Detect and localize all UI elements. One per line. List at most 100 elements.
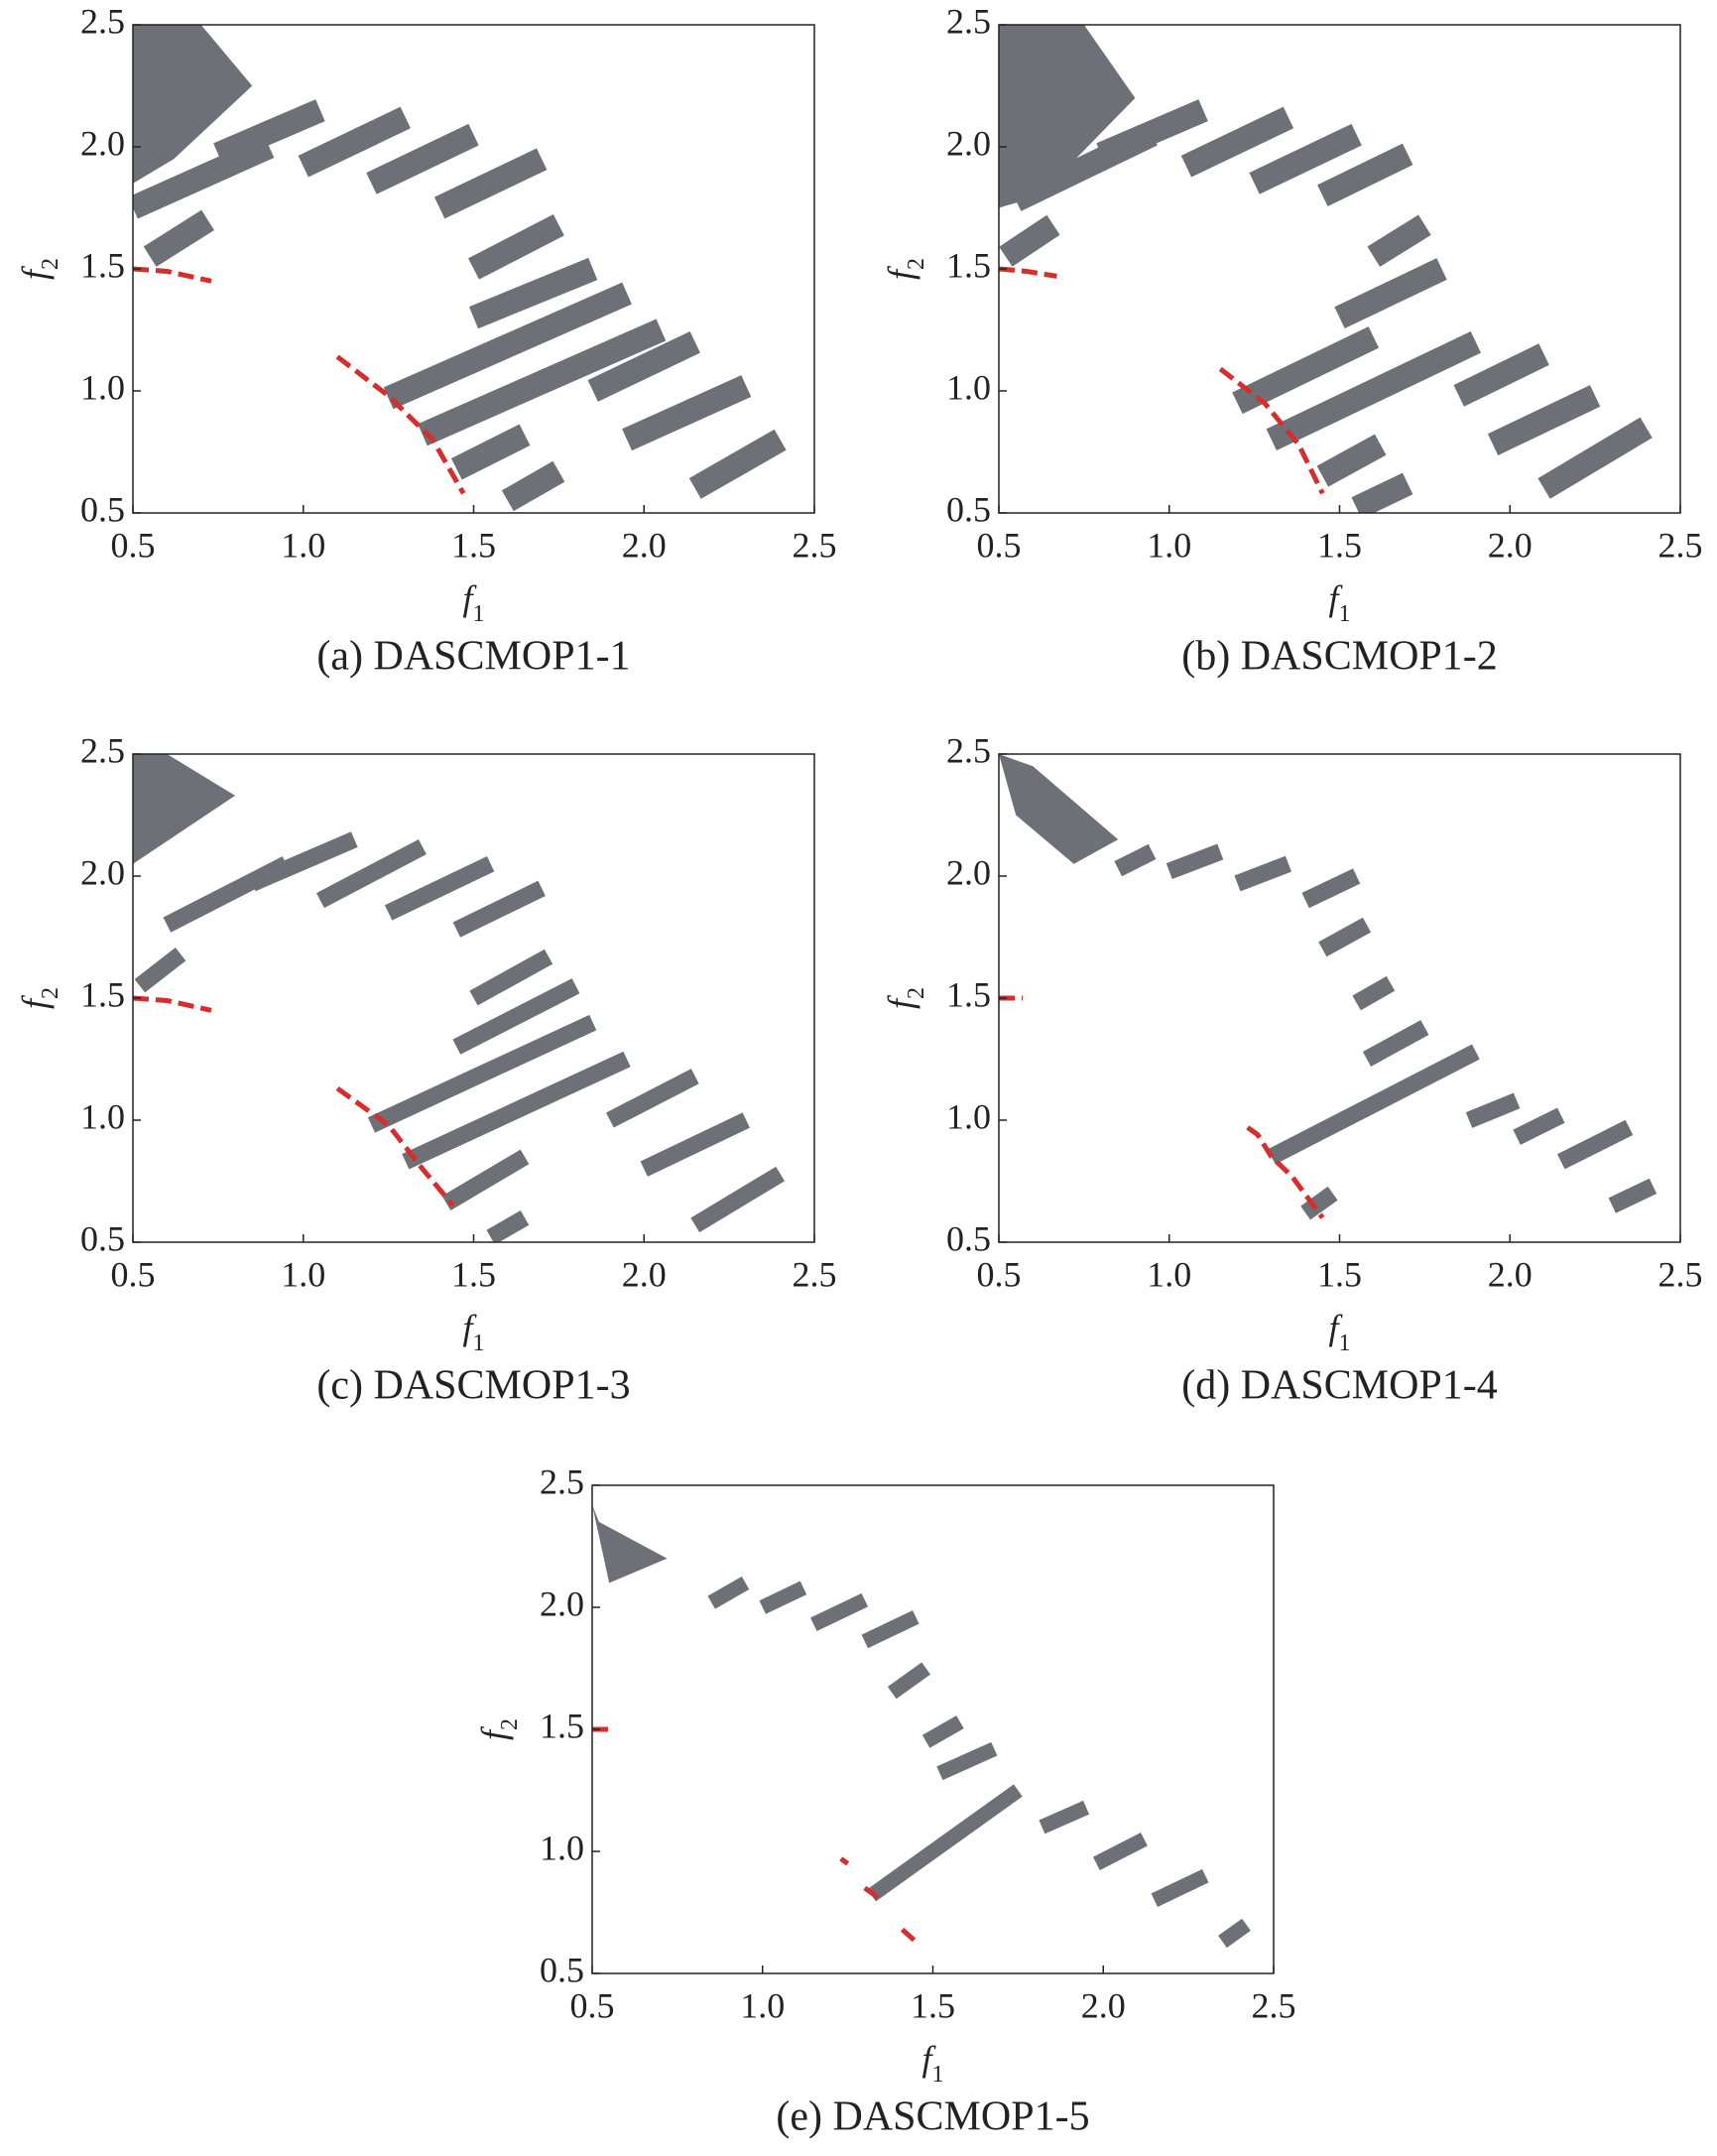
feasible-stripe [1249, 123, 1362, 194]
pareto-front [133, 266, 212, 284]
y-tick-label: 0.5 [540, 1950, 584, 1989]
x-tick-label: 1.5 [451, 1254, 496, 1294]
feasible-stripe [366, 123, 479, 194]
feasible-region [999, 754, 1119, 864]
panel: 0.5 1.0 1.5 2.0 2.5 0.5 1.0 1.5 2.0 2.5 f1 f2 (d) DA… [881, 730, 1702, 1408]
x-axis-label: f1 [1328, 1308, 1350, 1355]
feasible-stripe [1151, 1868, 1209, 1907]
feasible-stripe [248, 831, 358, 892]
x-axis-label-subscript: 1 [1339, 601, 1351, 627]
feasible-stripe [1300, 1186, 1338, 1220]
x-tick-label: 1.5 [911, 1985, 955, 2025]
feasible-stripe [468, 214, 564, 280]
x-tick-label: 2.5 [793, 1254, 837, 1294]
x-tick-label: 1.5 [1317, 1254, 1362, 1294]
x-tick-label: 2.5 [1658, 1254, 1703, 1294]
feasible-stripe [690, 1166, 786, 1233]
x-tick-label: 0.5 [111, 525, 156, 565]
x-tick-label: 2.0 [1081, 1985, 1126, 2025]
feasible-region [592, 1504, 668, 1584]
feasible-stripe [1218, 1918, 1251, 1949]
panel: 0.5 1.0 1.5 2.0 2.5 0.5 1.0 1.5 2.0 2.5 f1 f2 (b) DA… [881, 1, 1702, 679]
feasible-stripe [402, 1051, 631, 1170]
feasible-stripe [640, 1112, 750, 1177]
x-axis-label-subscript: 1 [473, 601, 485, 627]
y-tick-label: 2.0 [946, 852, 991, 892]
pareto-front [335, 1085, 455, 1207]
y-tick-label: 0.5 [80, 1218, 125, 1258]
feasible-stripe [315, 838, 427, 909]
feasible-stripe [452, 880, 546, 938]
x-tick-label: 0.5 [570, 1985, 615, 2025]
y-axis-label: f2 [15, 987, 62, 1009]
pareto-front [863, 1885, 884, 1903]
x-axis-label-subscript: 1 [473, 1331, 485, 1356]
feasible-stripe [1367, 214, 1431, 267]
feasible-stripe [469, 949, 553, 1006]
x-axis-label: f1 [462, 1308, 484, 1355]
feasible-stripe [486, 1210, 530, 1242]
feasible-stripe [707, 1576, 750, 1609]
feasible-stripe [999, 214, 1060, 267]
feasible-stripe [861, 1610, 920, 1649]
feasible-stripe [1267, 1044, 1480, 1165]
y-tick-label: 2.0 [540, 1584, 584, 1623]
y-tick-label: 1.5 [946, 245, 991, 285]
y-axis-label: f2 [881, 987, 928, 1009]
feasible-region [999, 25, 1136, 208]
y-tick-label: 2.5 [946, 1, 991, 41]
plot-area [592, 1504, 1251, 1949]
feasible-stripe [384, 856, 495, 921]
y-tick-label: 1.0 [946, 1096, 991, 1136]
feasible-stripe [1513, 1107, 1565, 1145]
x-tick-label: 2.0 [1488, 1254, 1533, 1294]
y-tick-label: 2.5 [540, 1461, 584, 1501]
feasible-stripe [1092, 1833, 1148, 1870]
feasible-stripe [1165, 843, 1224, 880]
x-tick-label: 1.0 [281, 525, 325, 565]
feasible-stripe [213, 99, 325, 166]
x-tick-label: 2.0 [622, 525, 667, 565]
feasible-stripe [133, 136, 275, 219]
x-tick-label: 0.5 [977, 1254, 1022, 1294]
y-tick-label: 2.5 [80, 730, 125, 770]
x-tick-label: 2.5 [1252, 1985, 1296, 2025]
y-tick-label: 1.5 [540, 1706, 584, 1745]
feasible-stripe [452, 978, 580, 1055]
y-axis-label-subscript: 2 [38, 987, 63, 999]
panel: 0.5 1.0 1.5 2.0 2.5 0.5 1.0 1.5 2.0 2.5 f1 f2 (e) DA… [474, 1461, 1295, 2139]
panel-caption: (e) DASCMOP1-5 [776, 2094, 1089, 2140]
y-tick-label: 2.0 [946, 123, 991, 163]
feasible-stripe [810, 1592, 869, 1631]
feasible-stripe [867, 1784, 1023, 1902]
feasible-stripe [1334, 258, 1447, 329]
feasible-stripe [298, 106, 411, 178]
feasible-stripe [1351, 472, 1413, 513]
panel-caption: (d) DASCMOP1-4 [1181, 1363, 1498, 1409]
x-tick-label: 1.0 [740, 1985, 785, 2025]
panel-caption: (a) DASCMOP1-1 [316, 634, 630, 680]
y-tick-label: 1.0 [540, 1828, 584, 1867]
feasible-stripe [1114, 843, 1157, 877]
y-tick-label: 0.5 [946, 489, 991, 529]
feasible-stripe [759, 1581, 807, 1614]
y-axis-label-subscript: 2 [497, 1718, 523, 1730]
y-axis-label-subscript: 2 [904, 987, 929, 999]
x-axis-label: f1 [1328, 578, 1350, 626]
x-axis-label-subscript: 1 [932, 2062, 944, 2088]
x-tick-label: 1.5 [451, 525, 496, 565]
panel: 0.5 1.0 1.5 2.0 2.5 0.5 1.0 1.5 2.0 2.5 f1 f2 (c) DA… [15, 730, 836, 1408]
y-tick-label: 1.0 [946, 367, 991, 407]
y-tick-label: 2.0 [80, 852, 125, 892]
feasible-stripe [450, 424, 531, 480]
feasible-stripe [622, 375, 752, 451]
y-axis-label-subscript: 2 [38, 258, 63, 270]
y-tick-label: 0.5 [80, 489, 125, 529]
feasible-stripe [1266, 330, 1482, 451]
feasible-stripe [587, 330, 700, 402]
feasible-stripe [1317, 143, 1413, 206]
feasible-stripe [418, 318, 667, 446]
pareto-front [839, 1856, 850, 1866]
feasible-region [133, 754, 236, 864]
